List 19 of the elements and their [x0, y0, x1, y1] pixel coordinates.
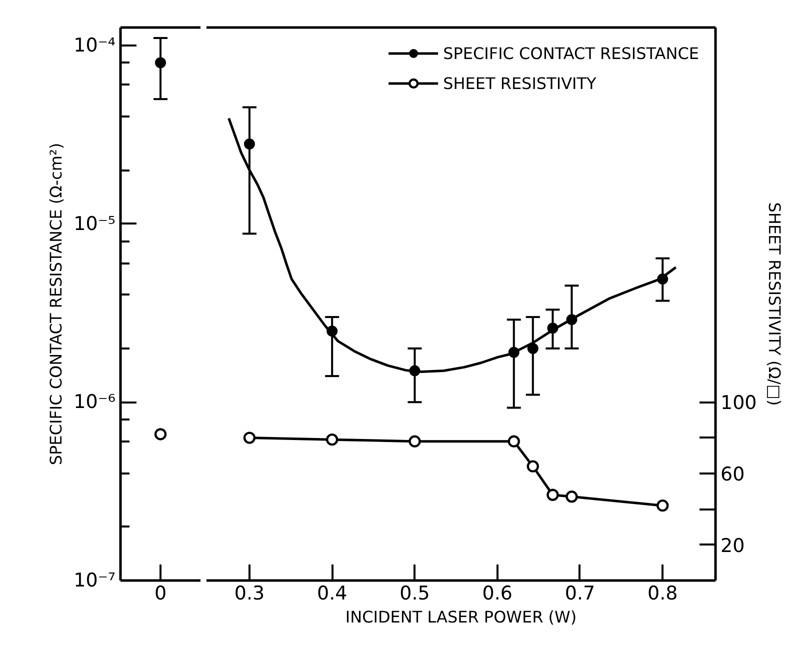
x-tick-label: 0.8 [648, 582, 678, 604]
x-tick-label: 0.3 [234, 582, 265, 604]
y-tick-label: 10⁻⁴ [74, 34, 116, 56]
y2-tick-label: 60 [720, 463, 745, 486]
x-tick-label: 0.7 [564, 582, 596, 604]
x-tick-label: 0.4 [316, 582, 348, 604]
y2-tick-label: 100 [720, 392, 757, 414]
y-tick-label: 10⁻⁶ [74, 391, 116, 414]
x-tick-label: 0.5 [400, 582, 430, 604]
legend-label: SPECIFIC CONTACT RESISTANCE [443, 44, 699, 62]
y-tick-label: 10⁻⁵ [74, 212, 116, 235]
y2-axis-title: SHEET RESISTIVITY (Ω/□) [764, 202, 784, 406]
legend-label: SHEET RESISTIVITY [443, 74, 596, 92]
x-tick-label: 0.6 [482, 582, 512, 604]
y-tick-label: 10⁻⁷ [74, 570, 116, 592]
x-tick-label: 0 [154, 582, 167, 604]
y2-tick-label: 20 [720, 534, 745, 557]
y-axis-title: SPECIFIC CONTACT RESISTANCE (Ω-cm²) [46, 142, 66, 466]
x-axis-title: INCIDENT LASER POWER (W) [345, 608, 577, 626]
